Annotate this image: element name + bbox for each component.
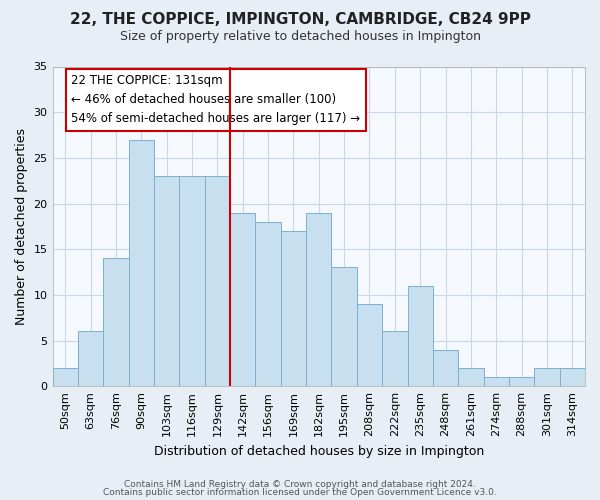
Bar [281,231,306,386]
Bar [78,332,103,386]
Bar [357,304,382,386]
Bar [128,140,154,386]
Text: 22 THE COPPICE: 131sqm
← 46% of detached houses are smaller (100)
54% of semi-de: 22 THE COPPICE: 131sqm ← 46% of detached… [71,74,361,126]
Bar [382,332,407,386]
Text: Size of property relative to detached houses in Impington: Size of property relative to detached ho… [119,30,481,43]
Bar [407,286,433,386]
Bar [53,368,78,386]
Bar [103,258,128,386]
Bar [331,268,357,386]
Bar [306,212,331,386]
Bar [560,368,585,386]
Bar [205,176,230,386]
Text: 22, THE COPPICE, IMPINGTON, CAMBRIDGE, CB24 9PP: 22, THE COPPICE, IMPINGTON, CAMBRIDGE, C… [70,12,530,28]
Bar [154,176,179,386]
Bar [534,368,560,386]
Bar [179,176,205,386]
Text: Contains HM Land Registry data © Crown copyright and database right 2024.: Contains HM Land Registry data © Crown c… [124,480,476,489]
Bar [256,222,281,386]
Bar [509,377,534,386]
X-axis label: Distribution of detached houses by size in Impington: Distribution of detached houses by size … [154,444,484,458]
Bar [433,350,458,386]
Bar [458,368,484,386]
Bar [484,377,509,386]
Bar [230,212,256,386]
Y-axis label: Number of detached properties: Number of detached properties [15,128,28,325]
Text: Contains public sector information licensed under the Open Government Licence v3: Contains public sector information licen… [103,488,497,497]
